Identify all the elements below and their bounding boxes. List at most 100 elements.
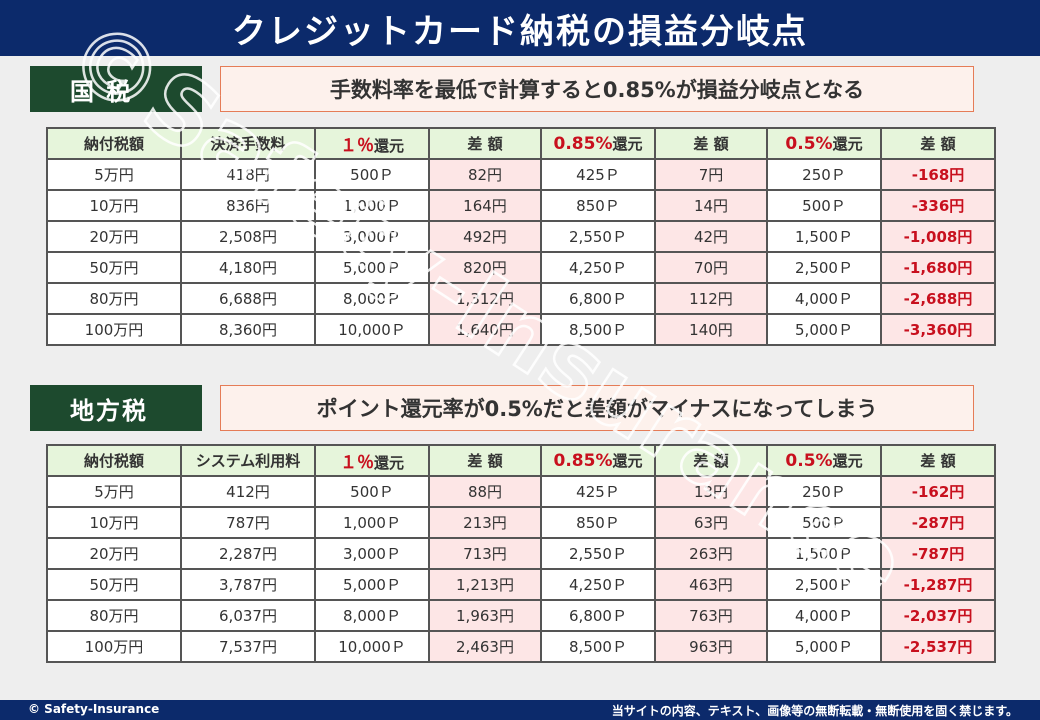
national-tax-table: 納付税額 決済手数料 １％還元 差 額 0.85%還元 差 額 0.5%還元 差…	[46, 127, 996, 346]
rate-1pct-value: １％	[339, 453, 374, 473]
points-05pct-cell: 500Ｐ	[766, 189, 882, 222]
points-05pct-cell: 2,500Ｐ	[766, 568, 882, 601]
local-tax-note: ポイント還元率が0.5%だと差額がマイナスになってしまう	[220, 385, 974, 431]
points-1pct-cell: 10,000Ｐ	[314, 630, 430, 663]
fee-cell: 836円	[180, 189, 316, 222]
diff-085pct-cell: 63円	[654, 506, 768, 539]
national-tax-label: 国 税	[30, 66, 202, 112]
diff-1pct-cell: 492円	[428, 220, 542, 253]
rate-05pct-value: 0.5%	[785, 451, 833, 471]
rate-085pct-value: 0.85%	[553, 451, 613, 471]
tax-amount-cell: 20万円	[46, 220, 182, 253]
rate-05pct-value: 0.5%	[785, 134, 833, 154]
points-05pct-cell: 5,000Ｐ	[766, 630, 882, 663]
rate-1pct-suffix: 還元	[373, 137, 404, 155]
header-diff-05pct: 差 額	[880, 444, 996, 477]
diff-05pct-cell: -1,287円	[880, 568, 996, 601]
rate-1pct-value: １％	[339, 136, 374, 156]
points-085pct-cell: 2,550Ｐ	[540, 220, 656, 253]
diff-1pct-cell: 1,213円	[428, 568, 542, 601]
points-1pct-cell: 8,000Ｐ	[314, 599, 430, 632]
header-tax-amount: 納付税額	[46, 444, 182, 477]
table-row: 50万円 4,180円 5,000Ｐ 820円 4,250Ｐ 70円 2,500…	[46, 251, 996, 284]
tax-amount-cell: 100万円	[46, 630, 182, 663]
table-row: 80万円 6,037円 8,000Ｐ 1,963円 6,800Ｐ 763円 4,…	[46, 599, 996, 632]
header-rate-085pct: 0.85%還元	[540, 444, 656, 477]
table-row: 5万円 412円 500Ｐ 88円 425Ｐ 13円 250Ｐ -162円	[46, 475, 996, 508]
points-05pct-cell: 250Ｐ	[766, 158, 882, 191]
points-1pct-cell: 8,000Ｐ	[314, 282, 430, 315]
table-row: 10万円 836円 1,000Ｐ 164円 850Ｐ 14円 500Ｐ -336…	[46, 189, 996, 222]
points-085pct-cell: 4,250Ｐ	[540, 251, 656, 284]
tax-amount-cell: 5万円	[46, 158, 182, 191]
points-085pct-cell: 8,500Ｐ	[540, 313, 656, 346]
diff-1pct-cell: 713円	[428, 537, 542, 570]
tax-amount-cell: 5万円	[46, 475, 182, 508]
footer-copyright: © Safety-Insurance	[28, 702, 160, 716]
diff-085pct-cell: 70円	[654, 251, 768, 284]
tax-amount-cell: 10万円	[46, 189, 182, 222]
diff-1pct-cell: 820円	[428, 251, 542, 284]
tax-amount-cell: 20万円	[46, 537, 182, 570]
table-row: 80万円 6,688円 8,000Ｐ 1,312円 6,800Ｐ 112円 4,…	[46, 282, 996, 315]
tax-amount-cell: 50万円	[46, 251, 182, 284]
points-05pct-cell: 500Ｐ	[766, 506, 882, 539]
diff-05pct-cell: -1,680円	[880, 251, 996, 284]
table-row: 100万円 8,360円 10,000Ｐ 1,640円 8,500Ｐ 140円 …	[46, 313, 996, 346]
diff-05pct-cell: -162円	[880, 475, 996, 508]
diff-085pct-cell: 13円	[654, 475, 768, 508]
diff-1pct-cell: 164円	[428, 189, 542, 222]
diff-05pct-cell: -336円	[880, 189, 996, 222]
local-tax-table: 納付税額 システム利用料 １％還元 差 額 0.85%還元 差 額 0.5%還元…	[46, 444, 996, 663]
points-1pct-cell: 1,000Ｐ	[314, 506, 430, 539]
fee-cell: 6,688円	[180, 282, 316, 315]
fee-cell: 4,180円	[180, 251, 316, 284]
points-085pct-cell: 425Ｐ	[540, 475, 656, 508]
national-tax-note: 手数料率を最低で計算すると0.85%が損益分岐点となる	[220, 66, 974, 112]
diff-05pct-cell: -2,037円	[880, 599, 996, 632]
rate-05pct-suffix: 還元	[832, 452, 863, 470]
diff-1pct-cell: 2,463円	[428, 630, 542, 663]
table-header-row: 納付税額 システム利用料 １％還元 差 額 0.85%還元 差 額 0.5%還元…	[46, 444, 996, 477]
table-row: 100万円 7,537円 10,000Ｐ 2,463円 8,500Ｐ 963円 …	[46, 630, 996, 663]
diff-05pct-cell: -3,360円	[880, 313, 996, 346]
points-05pct-cell: 4,000Ｐ	[766, 282, 882, 315]
table-header-row: 納付税額 決済手数料 １％還元 差 額 0.85%還元 差 額 0.5%還元 差…	[46, 127, 996, 160]
diff-085pct-cell: 963円	[654, 630, 768, 663]
diff-1pct-cell: 1,963円	[428, 599, 542, 632]
fee-cell: 7,537円	[180, 630, 316, 663]
tax-amount-cell: 80万円	[46, 282, 182, 315]
footer: © Safety-Insurance 当サイトの内容、テキスト、画像等の無断転載…	[0, 700, 1040, 720]
footer-notice: 当サイトの内容、テキスト、画像等の無断転載・無断使用を固く禁じます。	[611, 704, 1018, 718]
points-085pct-cell: 6,800Ｐ	[540, 282, 656, 315]
points-085pct-cell: 850Ｐ	[540, 506, 656, 539]
header-system-fee: システム利用料	[180, 444, 316, 477]
fee-cell: 418円	[180, 158, 316, 191]
diff-05pct-cell: -168円	[880, 158, 996, 191]
diff-1pct-cell: 1,312円	[428, 282, 542, 315]
table-row: 20万円 2,508円 3,000Ｐ 492円 2,550Ｐ 42円 1,500…	[46, 220, 996, 253]
rate-085pct-suffix: 還元	[612, 135, 643, 153]
diff-085pct-cell: 42円	[654, 220, 768, 253]
points-085pct-cell: 4,250Ｐ	[540, 568, 656, 601]
diff-1pct-cell: 88円	[428, 475, 542, 508]
header-rate-05pct: 0.5%還元	[766, 127, 882, 160]
header-tax-amount: 納付税額	[46, 127, 182, 160]
tax-amount-cell: 50万円	[46, 568, 182, 601]
header-rate-1pct: １％還元	[314, 444, 430, 477]
tax-amount-cell: 100万円	[46, 313, 182, 346]
fee-cell: 412円	[180, 475, 316, 508]
points-1pct-cell: 500Ｐ	[314, 158, 430, 191]
local-tax-label: 地方税	[30, 385, 202, 431]
points-085pct-cell: 6,800Ｐ	[540, 599, 656, 632]
points-085pct-cell: 8,500Ｐ	[540, 630, 656, 663]
points-1pct-cell: 5,000Ｐ	[314, 568, 430, 601]
table-row: 20万円 2,287円 3,000Ｐ 713円 2,550Ｐ 263円 1,50…	[46, 537, 996, 570]
header-fee: 決済手数料	[180, 127, 316, 160]
tax-amount-cell: 80万円	[46, 599, 182, 632]
points-085pct-cell: 2,550Ｐ	[540, 537, 656, 570]
table-row: 50万円 3,787円 5,000Ｐ 1,213円 4,250Ｐ 463円 2,…	[46, 568, 996, 601]
fee-cell: 2,287円	[180, 537, 316, 570]
diff-085pct-cell: 463円	[654, 568, 768, 601]
points-05pct-cell: 2,500Ｐ	[766, 251, 882, 284]
